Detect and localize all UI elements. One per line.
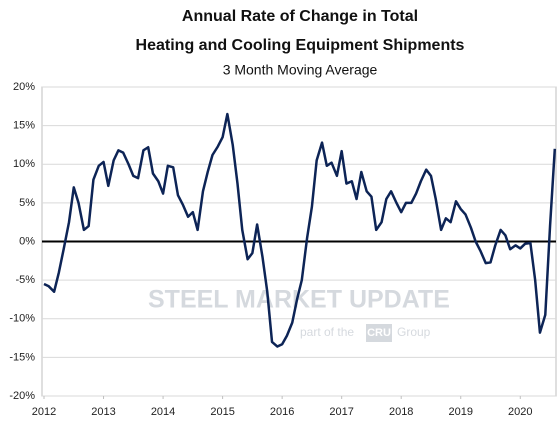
x-tick-label: 2018	[389, 406, 413, 418]
y-tick-label: 10%	[13, 158, 35, 170]
x-tick-label: 2014	[151, 406, 175, 418]
chart-title: Annual Rate of Change in Total	[182, 8, 418, 25]
x-tick-label: 2016	[270, 406, 294, 418]
x-tick-label: 2013	[91, 406, 115, 418]
watermark-logo: CRU	[367, 327, 391, 339]
chart-subtitle: 3 Month Moving Average	[223, 62, 378, 78]
watermark-logo-box	[366, 324, 392, 342]
watermark-tagline: part of the	[300, 325, 354, 339]
y-tick-label: 0%	[19, 235, 35, 247]
x-tick-label: 2015	[210, 406, 234, 418]
y-tick-label: 5%	[19, 197, 35, 209]
y-tick-label: -15%	[9, 351, 35, 363]
x-tick-label: 2020	[508, 406, 532, 418]
watermark-tagline: Group	[397, 325, 431, 339]
chart-title: Heating and Cooling Equipment Shipments	[136, 37, 465, 54]
y-tick-label: -20%	[9, 390, 35, 402]
y-tick-label: 20%	[13, 81, 35, 93]
data-line	[43, 112, 557, 348]
y-tick-label: -10%	[9, 313, 35, 325]
x-tick-label: 2012	[32, 406, 56, 418]
x-tick-label: 2017	[329, 406, 353, 418]
y-tick-label: 15%	[13, 120, 35, 132]
y-tick-label: -5%	[15, 274, 35, 286]
x-tick-label: 2019	[449, 406, 473, 418]
